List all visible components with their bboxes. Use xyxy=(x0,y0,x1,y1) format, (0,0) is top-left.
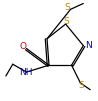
Text: O: O xyxy=(19,42,26,51)
Text: N: N xyxy=(85,41,92,50)
Text: S: S xyxy=(64,3,70,12)
Text: S: S xyxy=(64,17,69,26)
Text: NH: NH xyxy=(19,68,32,77)
Text: S: S xyxy=(78,81,84,90)
